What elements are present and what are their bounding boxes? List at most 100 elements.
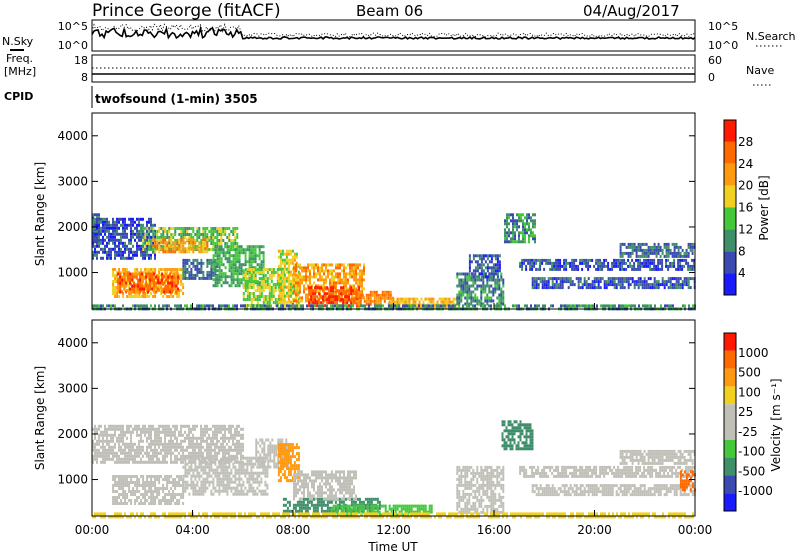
scatter-cell — [559, 268, 561, 271]
scatter-cell — [620, 246, 622, 249]
scatter-cell — [96, 230, 98, 233]
scatter-cell — [138, 233, 140, 236]
scatter-cell — [474, 294, 476, 297]
scatter-cell — [603, 265, 605, 268]
scatter-cell — [134, 484, 136, 487]
scatter-cell — [453, 301, 455, 304]
scatter-cell — [124, 461, 126, 464]
scatter-cell — [343, 266, 345, 269]
scatter-cell — [479, 257, 481, 260]
scatter-cell — [118, 437, 120, 440]
scatter-cell — [114, 268, 116, 271]
scatter-cell — [528, 216, 530, 219]
scatter-cell — [528, 237, 530, 240]
scatter-cell — [363, 272, 365, 275]
scatter-cell — [485, 266, 487, 269]
scatter-cell — [204, 428, 206, 431]
scatter-cell — [174, 431, 176, 434]
scatter-cell — [136, 446, 138, 449]
scatter-cell — [623, 259, 625, 262]
scatter-cell — [502, 294, 504, 297]
scatter-cell — [468, 279, 470, 282]
scatter-cell — [551, 262, 553, 265]
scatter-cell — [642, 243, 644, 246]
scatter-cell — [231, 272, 233, 275]
scatter-cell — [534, 277, 536, 280]
scatter-cell — [104, 446, 106, 449]
scatter-cell — [156, 236, 158, 239]
scatter-cell — [136, 245, 138, 248]
scatter-cell — [118, 248, 120, 251]
scatter-cell — [114, 292, 116, 295]
power-cells — [92, 213, 696, 310]
scatter-cell — [401, 301, 403, 304]
scatter-cell — [484, 304, 486, 307]
scatter-cell — [620, 280, 622, 283]
scatter-cell — [470, 279, 472, 282]
scatter-cell — [130, 455, 132, 458]
scatter-cell — [688, 304, 690, 307]
scatter-cell — [328, 301, 330, 304]
scatter-cell — [120, 487, 122, 490]
scatter-cell — [172, 484, 174, 487]
scatter-cell — [486, 300, 488, 303]
scatter-cell — [202, 274, 204, 277]
scatter-cell — [563, 259, 565, 262]
scatter-cell — [247, 283, 249, 286]
scatter-cell — [350, 298, 352, 301]
scatter-cell — [346, 304, 348, 307]
scatter-cell — [162, 250, 164, 253]
scatter-cell — [120, 452, 122, 455]
scatter-cell — [98, 218, 100, 221]
scatter-cell — [225, 281, 227, 284]
scatter-cell — [646, 283, 648, 286]
scatter-cell — [130, 236, 132, 239]
scatter-cell — [338, 289, 340, 292]
scatter-cell — [597, 259, 599, 262]
scatter-cell — [552, 304, 554, 307]
scatter-cell — [112, 428, 114, 431]
scatter-cell — [582, 304, 584, 307]
scatter-cell — [636, 280, 638, 283]
scatter-cell — [265, 295, 267, 298]
scatter-cell — [690, 286, 692, 289]
scatter-cell — [94, 452, 96, 455]
scatter-cell — [245, 274, 247, 277]
scatter-cell — [628, 283, 630, 286]
scatter-cell — [309, 278, 311, 281]
scatter-cell — [164, 434, 166, 437]
scatter-cell — [202, 446, 204, 449]
scatter-cell — [170, 437, 172, 440]
scatter-cell — [565, 262, 567, 265]
scatter-cell — [104, 224, 106, 227]
scatter-cell — [238, 431, 240, 434]
scatter-cell — [151, 276, 153, 279]
scatter-cell — [212, 437, 214, 440]
scatter-cell — [688, 277, 690, 280]
scatter-cell — [146, 230, 148, 233]
scatter-cell — [460, 297, 462, 300]
scatter-cell — [335, 266, 337, 269]
scatter-cell — [311, 266, 313, 269]
scatter-cell — [150, 449, 152, 452]
scatter-cell — [570, 280, 572, 283]
scatter-cell — [306, 304, 308, 307]
scatter-cell — [112, 458, 114, 461]
scatter-cell — [194, 233, 196, 236]
scatter-cell — [529, 259, 531, 262]
scatter-cell — [326, 304, 328, 307]
scatter-cell — [481, 269, 483, 272]
scatter-cell — [132, 461, 134, 464]
scatter-cell — [282, 262, 284, 265]
scatter-cell — [230, 434, 232, 437]
colorbar-swatch — [724, 120, 736, 142]
scatter-cell — [164, 440, 166, 443]
scatter-cell — [403, 298, 405, 301]
scatter-cell — [160, 238, 162, 241]
scatter-cell — [140, 268, 142, 271]
scatter-cell — [188, 440, 190, 443]
scatter-cell — [208, 443, 210, 446]
scatter-cell — [108, 248, 110, 251]
scatter-cell — [108, 224, 110, 227]
scatter-cell — [340, 286, 342, 289]
